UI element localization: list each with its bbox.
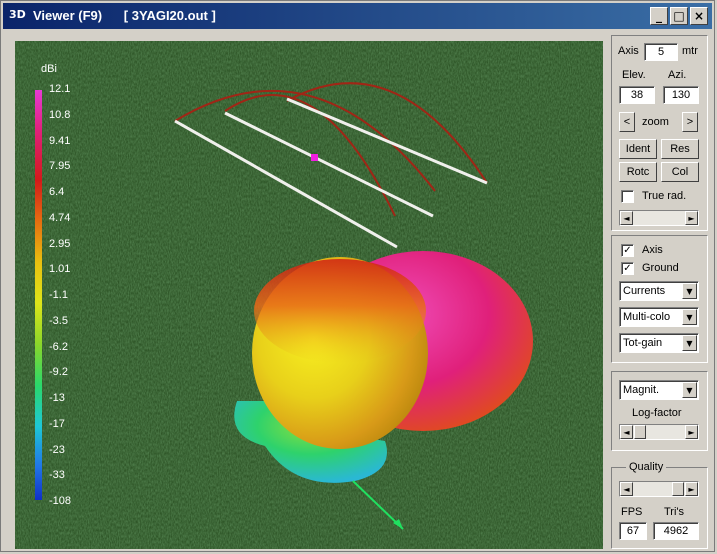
slider-right-arrow-icon[interactable]: ► xyxy=(685,211,698,225)
scale-label: 4.74 xyxy=(49,211,71,224)
slider-left-arrow-icon[interactable]: ◄ xyxy=(620,211,633,225)
quality-label: Quality xyxy=(626,461,667,473)
tris-value: 4962 xyxy=(653,522,699,540)
chevron-down-icon[interactable]: ▼ xyxy=(682,283,697,299)
scale-label: -23 xyxy=(49,443,65,456)
zoom-out-button[interactable]: < xyxy=(619,112,635,132)
scale-label: 12.1 xyxy=(49,83,71,95)
color-scale-bar xyxy=(35,90,42,500)
rad-slider[interactable]: ◄ ► xyxy=(619,210,699,226)
current-curve-1 xyxy=(174,89,436,192)
slider-thumb[interactable] xyxy=(634,425,646,439)
scale-label: -6.2 xyxy=(49,340,68,353)
gain-dropdown[interactable]: Tot-gain ▼ xyxy=(619,333,699,353)
color-scale-labels: 12.1 10.8 9.41 7.95 6.4 4.74 2.95 1.01 -1.1 -3.5 -… xyxy=(49,83,71,507)
axis-arrowhead xyxy=(393,519,403,529)
scale-label: -33 xyxy=(49,469,65,482)
slider-right-arrow-icon[interactable]: ► xyxy=(685,482,698,496)
res-button[interactable]: Res xyxy=(661,139,699,159)
scale-unit: dBi xyxy=(41,63,57,75)
axis-check-label: Axis xyxy=(642,244,663,256)
ground-label: Ground xyxy=(642,262,679,274)
radiation-pattern xyxy=(234,251,533,530)
elev-input[interactable]: 38 xyxy=(619,86,655,104)
main-lobe-top-shade xyxy=(254,259,426,363)
tris-label: Tri's xyxy=(664,506,685,518)
window-title: Viewer (F9) [ 3YAGI20.out ] xyxy=(33,8,216,23)
axis-length-input[interactable]: 5 xyxy=(644,43,678,61)
control-panel: Axis 5 mtr Elev. Azi. 38 130 < zoom > Id… xyxy=(611,35,708,549)
feed-point xyxy=(311,154,318,161)
true-rad-label: True rad. xyxy=(642,190,687,202)
color-mode-dropdown[interactable]: Multi-colo ▼ xyxy=(619,307,699,327)
magnitude-dropdown-value: Magnit. xyxy=(623,384,660,396)
quality-group: Quality ◄ ► FPS Tri's 67 4962 xyxy=(611,461,708,549)
antenna-elements xyxy=(174,82,488,249)
axis-unit-label: mtr xyxy=(682,45,698,57)
scale-label: -17 xyxy=(49,417,65,430)
zoom-in-button[interactable]: > xyxy=(682,112,698,132)
ground-checkbox[interactable]: ✓ xyxy=(621,262,634,275)
slider-thumb[interactable] xyxy=(672,482,684,496)
scale-label: -108 xyxy=(49,495,72,507)
quality-slider[interactable]: ◄ ► xyxy=(619,481,699,497)
fps-label: FPS xyxy=(621,506,643,518)
currents-dropdown[interactable]: Currents ▼ xyxy=(619,281,699,301)
minimize-button[interactable]: _ xyxy=(650,7,668,25)
zoom-label: zoom xyxy=(642,116,669,128)
3d-scene xyxy=(15,41,603,549)
window-controls: _ □ × xyxy=(650,7,708,25)
maximize-button[interactable]: □ xyxy=(670,7,688,25)
current-curve-2 xyxy=(224,94,396,217)
slider-left-arrow-icon[interactable]: ◄ xyxy=(620,425,633,439)
azi-input[interactable]: 130 xyxy=(663,86,699,104)
scale-label: 9.41 xyxy=(49,134,71,147)
azi-label: Azi. xyxy=(668,69,687,81)
display-group: ✓ Axis ✓ Ground Currents ▼ Multi-colo ▼ … xyxy=(611,235,708,363)
driven-element xyxy=(224,111,434,218)
gain-dropdown-value: Tot-gain xyxy=(623,337,663,349)
rotc-button[interactable]: Rotc xyxy=(619,162,657,182)
axis-label: Axis xyxy=(618,45,639,57)
scale-label: 1.01 xyxy=(49,263,71,276)
view-group: Axis 5 mtr Elev. Azi. 38 130 < zoom > Id… xyxy=(611,35,708,231)
chevron-down-icon[interactable]: ▼ xyxy=(682,382,697,398)
log-factor-slider[interactable]: ◄ ► xyxy=(619,424,699,440)
scale-group: Magnit. ▼ Log-factor ◄ ► xyxy=(611,371,708,451)
3d-app-icon: 3D xyxy=(9,8,26,21)
slider-left-arrow-icon[interactable]: ◄ xyxy=(620,482,633,496)
director-element xyxy=(286,97,488,185)
scale-label: 7.95 xyxy=(49,160,71,173)
log-factor-label: Log-factor xyxy=(632,407,682,419)
chevron-down-icon[interactable]: ▼ xyxy=(682,335,697,351)
color-mode-dropdown-value: Multi-colo xyxy=(623,311,671,323)
scale-label: 10.8 xyxy=(49,108,71,121)
current-curve-3 xyxy=(286,82,488,184)
close-button[interactable]: × xyxy=(690,7,708,25)
slider-right-arrow-icon[interactable]: ► xyxy=(685,425,698,439)
magnitude-dropdown[interactable]: Magnit. ▼ xyxy=(619,380,699,400)
scale-label: -1.1 xyxy=(49,289,68,301)
currents-dropdown-value: Currents xyxy=(623,285,666,297)
scale-label: -3.5 xyxy=(49,314,68,327)
direction-axis xyxy=(352,480,404,530)
scale-label: 2.95 xyxy=(49,237,71,250)
scale-label: -9.2 xyxy=(49,366,68,379)
true-rad-checkbox[interactable] xyxy=(621,190,634,203)
chevron-down-icon[interactable]: ▼ xyxy=(682,309,697,325)
fps-value: 67 xyxy=(619,522,647,540)
scale-label: -13 xyxy=(49,392,65,404)
title-bar[interactable]: 3D Viewer (F9) [ 3YAGI20.out ] _ □ × xyxy=(3,3,712,29)
reflector-element xyxy=(174,119,398,249)
col-button[interactable]: Col xyxy=(661,162,699,182)
ident-button[interactable]: Ident xyxy=(619,139,657,159)
axis-checkbox[interactable]: ✓ xyxy=(621,244,634,257)
elev-label: Elev. xyxy=(622,69,646,81)
scale-label: 6.4 xyxy=(49,186,65,198)
3d-viewport[interactable]: dBi 12.1 10.8 9.41 7.95 6.4 4.74 2.95 1.01 -1.1 -… xyxy=(15,41,603,549)
